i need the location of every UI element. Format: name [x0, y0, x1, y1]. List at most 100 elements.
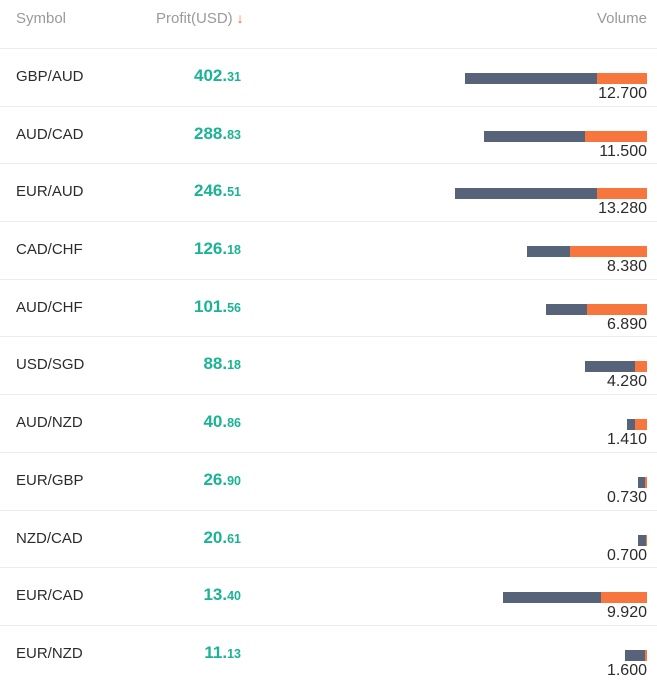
- volume-bar-buy-segment: [646, 534, 647, 546]
- profit-decimal: 18: [227, 243, 241, 258]
- volume-bar: [638, 534, 647, 546]
- profit-decimal: 40: [227, 589, 241, 604]
- table-row[interactable]: EUR/CAD 13.40 9.920: [0, 568, 657, 626]
- volume-bar: [484, 130, 647, 142]
- table-body: GBP/AUD 402.31 12.700 AUD/CAD 288.83 11.500 EU…: [0, 49, 657, 684]
- volume-bar-sell-segment: [465, 73, 597, 84]
- volume-bar: [503, 592, 647, 604]
- volume-bar-sell-segment: [527, 246, 570, 258]
- profit-integer: 402.: [194, 66, 228, 85]
- profit-integer: 26.: [203, 469, 228, 489]
- profit-decimal: 31: [227, 70, 241, 84]
- profit-cell: 101.56: [140, 297, 241, 317]
- volume-bar: [627, 419, 647, 431]
- volume-bar-buy-segment: [597, 188, 647, 200]
- profit-cell: 26.90: [140, 470, 241, 490]
- table-row[interactable]: EUR/GBP 26.90 0.730: [0, 453, 657, 511]
- profit-cell: 126.18: [140, 239, 241, 259]
- volume-value: 1.410: [606, 431, 647, 449]
- volume-bar-buy-segment: [635, 419, 647, 431]
- volume-bar: [465, 73, 647, 84]
- volume-bar: [625, 649, 647, 661]
- volume-bar-buy-segment: [587, 303, 647, 315]
- symbol-cell: GBP/AUD: [16, 68, 84, 85]
- profit-integer: 246.: [194, 181, 228, 201]
- profit-integer: 88.: [203, 354, 228, 374]
- column-header-volume: Volume: [596, 10, 647, 27]
- table-row[interactable]: AUD/CHF 101.56 6.890: [0, 280, 657, 338]
- volume-bar-buy-segment: [635, 361, 647, 373]
- profit-cell: 40.86: [140, 412, 241, 432]
- volume-bar-buy-segment: [645, 476, 647, 488]
- profit-cell: 11.13: [140, 643, 241, 663]
- table-row[interactable]: NZD/CAD 20.61 0.700: [0, 511, 657, 569]
- volume-value: 1.600: [606, 661, 647, 679]
- profit-integer: 40.: [203, 412, 228, 432]
- profit-cell: 288.83: [140, 124, 241, 144]
- column-header-profit-label: Profit(USD): [156, 10, 233, 27]
- table-row[interactable]: USD/SGD 88.18 4.280: [0, 337, 657, 396]
- sort-descending-icon[interactable]: ↓: [236, 10, 244, 26]
- volume-value: 9.920: [606, 604, 647, 622]
- volume-bar: [455, 188, 647, 200]
- volume-value: 0.700: [606, 546, 647, 564]
- profit-decimal: 56: [227, 300, 241, 315]
- profit-integer: 126.: [194, 239, 228, 259]
- profit-decimal: 86: [227, 416, 241, 431]
- symbol-cell: EUR/GBP: [16, 471, 84, 489]
- table-header: Symbol Profit(USD) ↓ Volume: [0, 0, 657, 49]
- symbol-cell: AUD/NZD: [16, 414, 83, 432]
- profit-cell: 402.31: [140, 66, 241, 86]
- profit-integer: 11.: [204, 642, 228, 662]
- volume-bar-sell-segment: [625, 649, 645, 661]
- profit-decimal: 13: [227, 646, 241, 661]
- symbol-cell: EUR/NZD: [16, 644, 83, 662]
- volume-bar-buy-segment: [601, 592, 647, 604]
- volume-value: 0.730: [606, 488, 647, 506]
- profit-decimal: 61: [227, 531, 241, 546]
- table-row[interactable]: GBP/AUD 402.31 12.700: [0, 49, 657, 107]
- symbol-cell: EUR/AUD: [16, 183, 84, 201]
- volume-bar-sell-segment: [546, 303, 587, 315]
- volume-bar-buy-segment: [585, 130, 647, 142]
- table-row[interactable]: AUD/NZD 40.86 1.410: [0, 395, 657, 453]
- volume-bar: [585, 361, 647, 373]
- table-row[interactable]: EUR/AUD 246.51 13.280: [0, 164, 657, 223]
- volume-bar-buy-segment: [570, 246, 647, 258]
- volume-value: 8.380: [606, 258, 647, 276]
- volume-bar: [546, 303, 647, 315]
- profit-integer: 101.: [194, 296, 228, 316]
- volume-bar-sell-segment: [503, 592, 601, 604]
- volume-value: 11.500: [599, 142, 647, 160]
- symbol-cell: USD/SGD: [16, 356, 85, 374]
- profit-decimal: 90: [227, 473, 241, 488]
- table-row[interactable]: AUD/CAD 288.83 11.500: [0, 107, 657, 165]
- volume-bar: [638, 476, 647, 488]
- symbol-cell: AUD/CHF: [16, 298, 83, 316]
- profit-cell: 246.51: [140, 181, 241, 201]
- volume-value: 4.280: [606, 373, 647, 391]
- volume-bar-sell-segment: [484, 130, 585, 142]
- table-row[interactable]: CAD/CHF 126.18 8.380: [0, 222, 657, 280]
- volume-bar-sell-segment: [585, 361, 635, 373]
- volume-bar-sell-segment: [638, 476, 645, 488]
- volume-bar: [527, 246, 647, 258]
- profit-cell: 20.61: [140, 528, 241, 548]
- profit-decimal: 83: [227, 127, 241, 142]
- volume-bar-sell-segment: [627, 419, 635, 431]
- volume-bar-buy-segment: [597, 73, 647, 84]
- symbol-cell: CAD/CHF: [16, 241, 83, 259]
- symbol-cell: NZD/CAD: [16, 529, 83, 547]
- column-header-profit[interactable]: Profit(USD) ↓: [156, 10, 244, 27]
- volume-value: 6.890: [606, 315, 647, 333]
- volume-bar-buy-segment: [645, 649, 647, 661]
- profit-integer: 13.: [203, 585, 228, 605]
- volume-bar-sell-segment: [455, 188, 597, 200]
- volume-bar-sell-segment: [638, 534, 646, 546]
- profit-cell: 88.18: [140, 354, 241, 374]
- profit-cell: 13.40: [140, 585, 241, 605]
- table-row[interactable]: EUR/NZD 11.13 1.600: [0, 626, 657, 684]
- symbol-cell: AUD/CAD: [16, 125, 84, 143]
- volume-value: 13.280: [598, 200, 647, 218]
